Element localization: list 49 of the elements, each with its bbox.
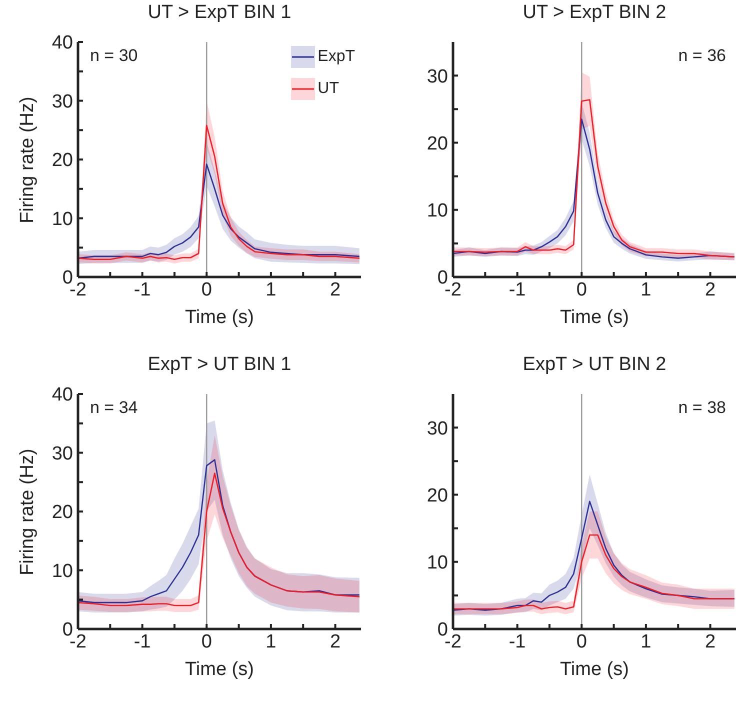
y-tick-label: 10 [52, 560, 73, 582]
y-tick-label: 30 [52, 443, 73, 464]
x-axis-title: Time (s) [184, 659, 255, 681]
annotation: n = 34 [90, 398, 138, 418]
y-tick-label: 20 [426, 485, 448, 506]
y-tick-label: 30 [426, 66, 448, 88]
chart-title: ExpT > UT BIN 2 [522, 354, 668, 376]
annotation: n = 30 [90, 46, 138, 66]
x-tick-label: 1 [266, 279, 276, 300]
y-tick-label: 30 [52, 91, 73, 112]
line-series [78, 164, 360, 259]
y-tick-label: 30 [426, 418, 448, 440]
y-tick-label: 10 [426, 200, 448, 222]
x-tick-label: 0 [576, 631, 587, 652]
x-tick-label: -1 [134, 279, 151, 300]
y-tick-label: 20 [52, 502, 73, 524]
y-tick-label: 10 [52, 208, 73, 230]
chart-title: UT > ExpT BIN 1 [146, 2, 292, 24]
line-series [78, 124, 360, 260]
annotation: n = 36 [678, 46, 726, 66]
y-tick-label: 20 [426, 133, 448, 154]
x-tick-label: 2 [330, 279, 341, 300]
chart-title: ExpT > UT BIN 1 [146, 354, 292, 376]
chart-title: UT > ExpT BIN 2 [522, 2, 668, 24]
x-tick-label: 0 [201, 631, 212, 652]
x-tick-label: 0 [576, 279, 587, 300]
x-axis-title: Time (s) [184, 307, 255, 329]
x-axis-title: Time (s) [559, 307, 630, 329]
y-tick-label: 10 [426, 552, 448, 574]
x-tick-label: -1 [508, 279, 526, 300]
x-tick-label: 0 [201, 279, 212, 300]
annotation: n = 38 [678, 398, 726, 418]
y-tick-label: 20 [52, 150, 73, 172]
x-tick-label: 1 [266, 631, 276, 652]
x-tick-label: -1 [134, 631, 151, 652]
y-tick-label: 40 [52, 32, 73, 54]
legend-label: ExpT [318, 48, 355, 66]
x-tick-label: 2 [704, 631, 716, 652]
line-series [453, 534, 736, 610]
legend-label: UT [318, 80, 339, 98]
x-tick-label: 1 [640, 279, 652, 300]
y-axis-title: Firing rate (Hz) [17, 447, 39, 577]
x-tick-label: 1 [640, 631, 652, 652]
x-tick-label: 2 [330, 631, 341, 652]
y-axis-title: Firing rate (Hz) [17, 95, 39, 225]
y-tick-label: 40 [52, 384, 73, 406]
x-axis-title: Time (s) [559, 659, 630, 681]
x-tick-label: 2 [704, 279, 716, 300]
x-tick-label: -1 [508, 631, 526, 652]
